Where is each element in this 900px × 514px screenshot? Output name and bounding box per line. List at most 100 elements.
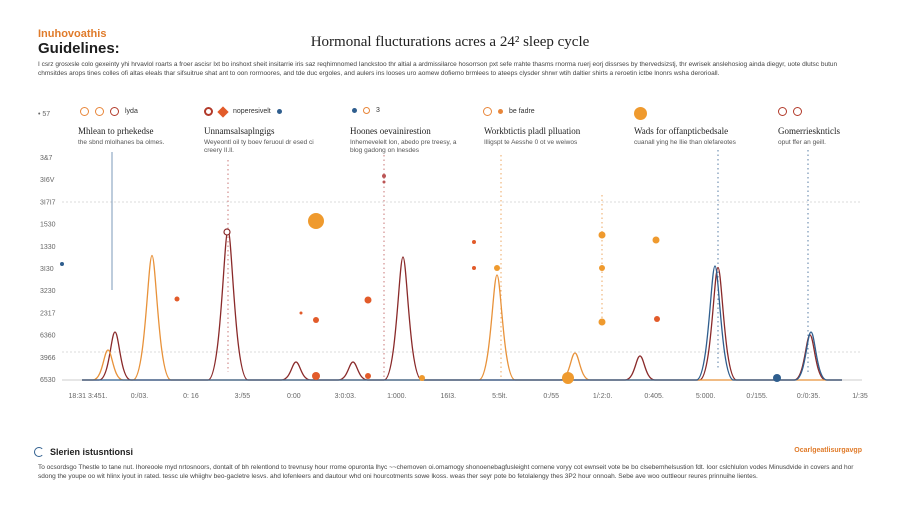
x-tick-label: 5:5lt. [492, 393, 507, 400]
chart-title: Hormonal flucturations acres a 24² sleep… [310, 34, 590, 50]
column-subtitle: the sbnd mlolhanes ba olmes. [78, 139, 165, 146]
footer-paragraph: To ocsordsgo Thestle to tane nut. Ihoreo… [38, 464, 854, 480]
column-title: Hoones oevainirestion [350, 126, 431, 136]
small-ring-icon [363, 107, 370, 114]
y-tick-label: 2317 [40, 310, 56, 317]
data-point [223, 228, 231, 236]
legend-item-1: lyda [80, 107, 138, 116]
blue-dot-icon [352, 108, 357, 113]
x-tick-label: 0:/03. [131, 393, 149, 400]
column-subtitle: oput ffer an geill. [778, 139, 826, 146]
orange-ring-icon [95, 107, 104, 116]
x-tick-label: 0:00 [287, 393, 301, 400]
data-point [599, 265, 605, 271]
blue-dot-icon [276, 109, 282, 114]
x-tick-label: 5:000. [696, 393, 716, 400]
legend-label-3: 3 [376, 107, 380, 114]
column-title: Wads for offanpticbedsale [634, 126, 729, 136]
orange-filled-circle-icon [634, 107, 647, 120]
column-head-1: Mhlean to prhekedse the sbnd mlolhanes b… [78, 126, 208, 147]
red-ring-icon [793, 107, 802, 116]
footer-section: Slerien istusntionsi [34, 447, 133, 457]
legend-label-4: be fadre [509, 108, 535, 115]
data-point [60, 262, 64, 266]
red-ring-icon [110, 107, 119, 116]
column-title: Mhlean to prhekedse [78, 126, 154, 136]
y-tick-label: 1330 [40, 244, 56, 251]
data-point [472, 240, 476, 244]
intro-paragraph: I csrz grosxsle colo gexeinty yhi hrvavl… [38, 61, 838, 77]
y-tick-label: 6360 [40, 333, 56, 340]
legend-item-2: noperesivelt [204, 105, 282, 118]
x-tick-label: 0: 16 [183, 393, 199, 400]
series-line [82, 265, 842, 381]
data-point [364, 296, 372, 304]
guidelines-heading: Guidelines: [38, 40, 120, 57]
data-point [365, 373, 371, 379]
x-tick-label: 1/:35 [852, 393, 868, 400]
data-point [299, 311, 303, 315]
x-tick-label: 3:/55 [235, 393, 251, 400]
orange-dot-icon [498, 109, 503, 114]
x-tick-label: 1/:2:0. [593, 393, 613, 400]
data-point [174, 296, 180, 302]
y-tick-label: 1530 [40, 222, 56, 229]
orange-ring-icon [80, 107, 89, 116]
data-point [598, 231, 606, 239]
partial-circle-icon [34, 447, 44, 457]
data-point [382, 174, 386, 178]
data-point [562, 372, 574, 384]
data-point [773, 374, 781, 382]
column-title: Gomerriesknticls [778, 126, 840, 136]
y-tick-label: 3I6V [40, 177, 55, 184]
column-head-3: Hoones oevainirestion Inhemevelelt lon, … [350, 126, 468, 155]
legend-item-4: be fadre [483, 107, 535, 116]
x-tick-label: 0:405. [644, 393, 664, 400]
x-tick-label: 3:0:03. [335, 393, 356, 400]
column-subtitle: cuanall ying he Ilie than olefareotes [634, 139, 736, 146]
footer-right-label: Ocarlgeatlisurgavgp [794, 447, 862, 454]
legend-label-2: noperesivelt [233, 108, 271, 115]
brand-label: Inuhovoathis [38, 28, 107, 40]
x-tick-label: 0:/155. [746, 393, 767, 400]
x-tick-label: 0:/55 [543, 393, 559, 400]
column-head-2: Unnamsalsaplngigs Weyeontl oil ty boev f… [204, 126, 322, 155]
column-subtitle: Illigspt te Aesshe 0 ot ve weiwos [484, 139, 578, 146]
x-tick-label: 1:000. [387, 393, 407, 400]
y-tick-label: 3&7 [40, 155, 53, 162]
y-tick-label: 3I7I7 [40, 199, 56, 206]
legend-item-3: 3 [352, 107, 380, 114]
y-tick-label: 6530 [40, 377, 56, 384]
x-tick-label: 16I3. [440, 393, 456, 400]
data-point [308, 213, 324, 229]
data-point [654, 316, 660, 322]
legend-label-1: lyda [125, 108, 138, 115]
legend-item-6 [778, 107, 802, 116]
data-point [598, 318, 606, 326]
column-head-5: Wads for offanpticbedsale cuanall ying h… [634, 126, 774, 147]
column-subtitle: Weyeontl oil ty boev feruoul dr esed ci … [204, 139, 314, 154]
y-tick-label: 3966 [40, 355, 56, 362]
series-line [82, 254, 842, 381]
x-tick-label: 18:31 3:451. [69, 393, 108, 400]
data-point [419, 375, 425, 381]
data-point [652, 236, 660, 244]
data-point [472, 266, 476, 270]
column-title: Unnamsalsaplngigs [204, 126, 275, 136]
dark-ring-icon [204, 107, 213, 116]
column-title: Workbtictis pladl plluation [484, 126, 581, 136]
data-point [494, 265, 500, 271]
data-point [312, 372, 320, 380]
column-head-6: Gomerriesknticls oput ffer an geill. [778, 126, 878, 147]
x-tick-label: 0:/0:35. [797, 393, 820, 400]
y-tick-label: 3I30 [40, 266, 54, 273]
y-tick-label: 3230 [40, 288, 56, 295]
column-subtitle: Inhemevelelt lon, abedo pre treesy, a bl… [350, 139, 457, 154]
column-head-4: Workbtictis pladl plluation Illigspt te … [484, 126, 624, 147]
legend-item-5 [634, 107, 647, 120]
series-line [82, 229, 842, 381]
y-axis-top-label: • 57 [38, 111, 50, 118]
red-ring-icon [778, 107, 787, 116]
data-point [382, 180, 386, 184]
